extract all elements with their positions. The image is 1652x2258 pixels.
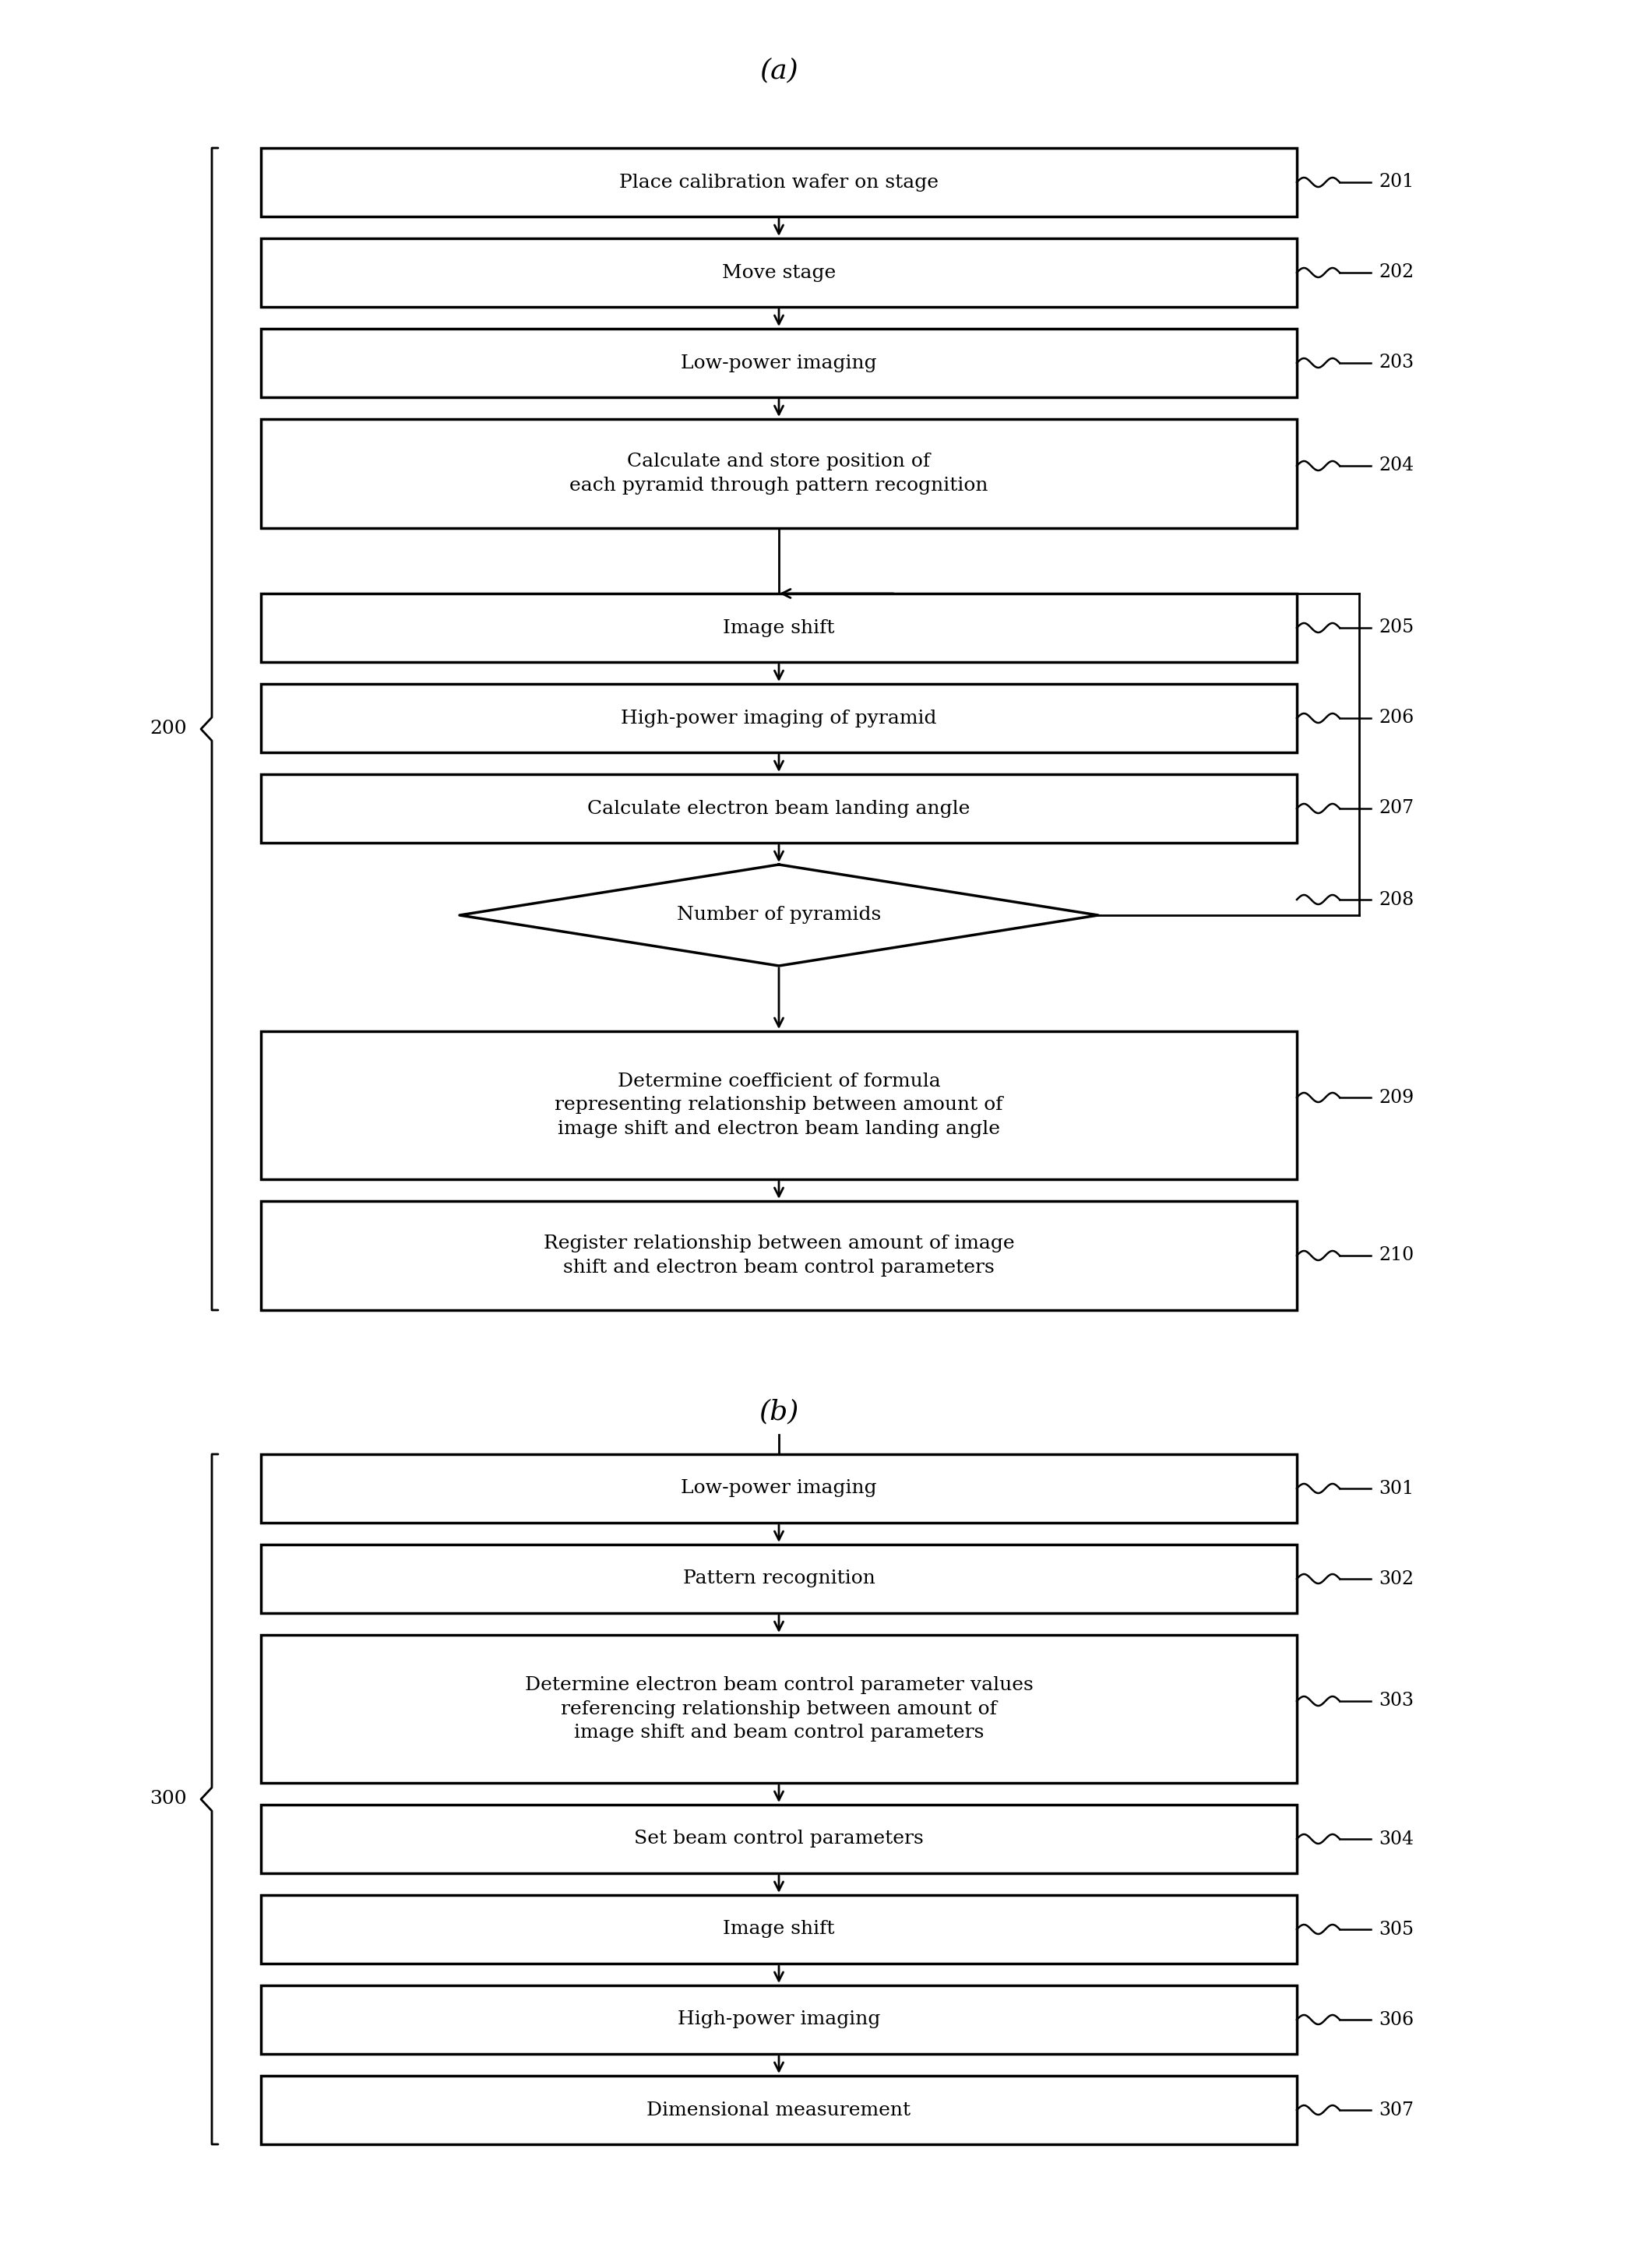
Text: 203: 203 bbox=[1379, 355, 1414, 373]
Bar bbox=[261, 684, 1297, 752]
Text: Calculate and store position of
each pyramid through pattern recognition: Calculate and store position of each pyr… bbox=[570, 454, 988, 495]
Text: 305: 305 bbox=[1379, 1919, 1414, 1937]
Text: 201: 201 bbox=[1379, 174, 1414, 192]
Text: 301: 301 bbox=[1379, 1479, 1414, 1497]
Text: (a): (a) bbox=[760, 56, 798, 84]
Bar bbox=[261, 149, 1297, 217]
Bar bbox=[261, 594, 1297, 662]
Bar bbox=[261, 1894, 1297, 1964]
Text: 208: 208 bbox=[1379, 890, 1414, 908]
Text: Place calibration wafer on stage: Place calibration wafer on stage bbox=[620, 174, 938, 192]
Text: Low-power imaging: Low-power imaging bbox=[681, 355, 877, 373]
Text: Image shift: Image shift bbox=[724, 1919, 834, 1937]
Text: Determine electron beam control parameter values
referencing relationship betwee: Determine electron beam control paramete… bbox=[525, 1675, 1032, 1741]
Text: 209: 209 bbox=[1379, 1088, 1414, 1106]
Text: 300: 300 bbox=[150, 1791, 187, 1809]
Text: 302: 302 bbox=[1379, 1569, 1414, 1587]
Bar bbox=[261, 1454, 1297, 1522]
Bar bbox=[261, 1544, 1297, 1612]
Text: High-power imaging of pyramid: High-power imaging of pyramid bbox=[621, 709, 937, 727]
Text: High-power imaging: High-power imaging bbox=[677, 2010, 881, 2028]
Bar bbox=[261, 1201, 1297, 1310]
Text: Low-power imaging: Low-power imaging bbox=[681, 1479, 877, 1497]
Bar bbox=[261, 420, 1297, 528]
Text: 206: 206 bbox=[1379, 709, 1414, 727]
Bar bbox=[261, 1985, 1297, 2055]
Polygon shape bbox=[459, 865, 1099, 966]
Text: Calculate electron beam landing angle: Calculate electron beam landing angle bbox=[588, 799, 970, 817]
Text: 306: 306 bbox=[1379, 2010, 1414, 2028]
Text: Number of pyramids: Number of pyramids bbox=[677, 905, 881, 924]
Text: Register relationship between amount of image
shift and electron beam control pa: Register relationship between amount of … bbox=[544, 1235, 1014, 1276]
Text: Set beam control parameters: Set beam control parameters bbox=[634, 1829, 923, 1847]
Text: Dimensional measurement: Dimensional measurement bbox=[648, 2100, 910, 2118]
Text: 207: 207 bbox=[1379, 799, 1414, 817]
Text: Move stage: Move stage bbox=[722, 264, 836, 282]
Text: Determine coefficient of formula
representing relationship between amount of
ima: Determine coefficient of formula represe… bbox=[555, 1073, 1003, 1138]
Text: 200: 200 bbox=[150, 720, 187, 738]
Text: Pattern recognition: Pattern recognition bbox=[682, 1569, 876, 1587]
Bar bbox=[261, 1032, 1297, 1179]
Bar bbox=[261, 774, 1297, 842]
Bar bbox=[261, 1804, 1297, 1874]
Bar bbox=[261, 239, 1297, 307]
Text: 204: 204 bbox=[1379, 456, 1414, 474]
Text: 307: 307 bbox=[1379, 2100, 1414, 2118]
Text: (b): (b) bbox=[758, 1398, 800, 1425]
Text: 304: 304 bbox=[1379, 1829, 1414, 1847]
Bar bbox=[261, 2075, 1297, 2145]
Text: 210: 210 bbox=[1379, 1246, 1414, 1264]
Bar bbox=[261, 330, 1297, 397]
Text: Image shift: Image shift bbox=[724, 619, 834, 637]
Text: 205: 205 bbox=[1379, 619, 1414, 637]
Text: 202: 202 bbox=[1379, 264, 1414, 282]
Bar bbox=[261, 1635, 1297, 1784]
Text: 303: 303 bbox=[1379, 1691, 1414, 1709]
